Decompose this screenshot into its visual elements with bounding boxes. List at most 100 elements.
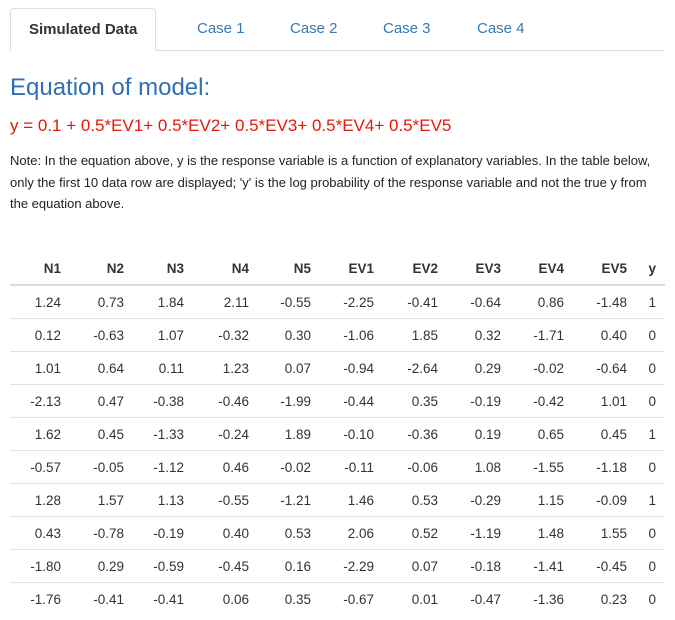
table-cell: -1.19 (447, 516, 510, 550)
table-cell: -2.13 (10, 384, 70, 418)
table-cell: -0.09 (573, 483, 636, 517)
table-cell: -1.71 (510, 318, 573, 352)
table-cell: -1.18 (573, 450, 636, 484)
column-header: N2 (70, 252, 133, 286)
table-cell: -0.36 (383, 417, 447, 451)
table-row: 0.12 -0.63 1.07 -0.32 0.30 -1.06 1.85 0.32 -1.71… (10, 318, 665, 352)
table-cell: -0.02 (510, 351, 573, 385)
table-cell: 0.52 (383, 516, 447, 550)
table-cell: 1.13 (133, 483, 193, 517)
table-cell: 0.06 (193, 582, 258, 615)
table-cell: -1.21 (258, 483, 320, 517)
table-cell: 0.29 (447, 351, 510, 385)
table-row: -0.57 -0.05 -1.12 0.46 -0.02 -0.11 -0.06 1.08 -1… (10, 450, 665, 484)
column-header: N5 (258, 252, 320, 286)
table-cell: 0.46 (193, 450, 258, 484)
table-cell: 1.28 (10, 483, 70, 517)
table-cell: 0.53 (258, 516, 320, 550)
table-cell: -1.33 (133, 417, 193, 451)
table-cell: -0.45 (573, 549, 636, 583)
table-cell: 0.35 (383, 384, 447, 418)
table-cell: 0.73 (70, 284, 133, 319)
table-cell: -1.76 (10, 582, 70, 615)
table-row: 1.01 0.64 0.11 1.23 0.07 -0.94 -2.64 0.29 -0.02-… (10, 351, 665, 385)
table-cell: -0.67 (320, 582, 383, 615)
tab[interactable]: Simulated Data (10, 8, 157, 51)
table-cell: 1.55 (573, 516, 636, 550)
table-cell: -0.11 (320, 450, 383, 484)
table-cell: -0.41 (133, 582, 193, 615)
table-cell: -0.59 (133, 549, 193, 583)
table-cell: 0.47 (70, 384, 133, 418)
table-cell: -1.36 (510, 582, 573, 615)
table-cell: 0 (636, 318, 665, 352)
table-row: -2.13 0.47 -0.38 -0.46 -1.99 -0.44 0.35 -0.19 -0… (10, 384, 665, 418)
table-cell: -0.24 (193, 417, 258, 451)
table-cell: -1.06 (320, 318, 383, 352)
table-cell: 0.45 (70, 417, 133, 451)
table-cell: -0.94 (320, 351, 383, 385)
table-cell: 0.19 (447, 417, 510, 451)
column-header: EV1 (320, 252, 383, 286)
tab[interactable]: Case 1 (197, 20, 245, 37)
table-cell: -2.64 (383, 351, 447, 385)
table-cell: 1.46 (320, 483, 383, 517)
table-cell: 1.08 (447, 450, 510, 484)
table-cell: 0.43 (10, 516, 70, 550)
table-cell: -0.38 (133, 384, 193, 418)
column-header: N1 (10, 252, 70, 286)
table-cell: -0.19 (133, 516, 193, 550)
table-cell: 0.53 (383, 483, 447, 517)
equation: y = 0.1 + 0.5*EV1+ 0.5*EV2+ 0.5*EV3+ 0.5… (10, 116, 452, 135)
table-cell: -0.06 (383, 450, 447, 484)
table-cell: 0.29 (70, 549, 133, 583)
tab-bar: Simulated Data Case 1 Case 2 Case 3 Case 4 (10, 8, 665, 51)
table-row: 0.43 -0.78 -0.19 0.40 0.53 2.06 0.52 -1.19 1.48 1… (10, 516, 665, 550)
table-row: -1.80 0.29 -0.59 -0.45 0.16 -2.29 0.07 -0.18 -1.… (10, 549, 665, 583)
table-cell: -1.12 (133, 450, 193, 484)
table-cell: -1.48 (573, 284, 636, 319)
table-row: -1.76 -0.41 -0.41 0.06 0.35 -0.67 0.01 -0.47 -1.… (10, 582, 665, 615)
table-cell: -0.55 (193, 483, 258, 517)
table-cell: -0.57 (10, 450, 70, 484)
heading: Equation of model: (10, 74, 211, 101)
table-cell: -0.78 (70, 516, 133, 550)
table-cell: 1 (636, 284, 665, 319)
table-cell: -0.45 (193, 549, 258, 583)
table-cell: -2.29 (320, 549, 383, 583)
table-cell: -0.64 (447, 284, 510, 319)
table-cell: -2.25 (320, 284, 383, 319)
table-cell: 1 (636, 483, 665, 517)
table-cell: 1.07 (133, 318, 193, 352)
table-cell: -1.99 (258, 384, 320, 418)
table-cell: 0.40 (193, 516, 258, 550)
table-cell: 0 (636, 582, 665, 615)
table-row: 1.24 0.73 1.84 2.11 -0.55 -2.25 -0.41 -0.64 0.86… (10, 284, 665, 319)
table-cell: 0.86 (510, 284, 573, 319)
table-cell: 0.11 (133, 351, 193, 385)
table-cell: 0.07 (258, 351, 320, 385)
table-cell: 1.23 (193, 351, 258, 385)
table-cell: 1.15 (510, 483, 573, 517)
table-cell: 0.65 (510, 417, 573, 451)
tab[interactable]: Case 4 (477, 20, 525, 37)
tab[interactable]: Case 3 (383, 20, 431, 37)
tab[interactable]: Case 2 (290, 20, 338, 37)
table-row: 1.28 1.57 1.13 -0.55 -1.21 1.46 0.53 -0.29 1.15-… (10, 483, 665, 517)
table-cell: 0 (636, 549, 665, 583)
table-cell: 0.12 (10, 318, 70, 352)
column-header: N3 (133, 252, 193, 286)
table-cell: -0.64 (573, 351, 636, 385)
table-cell: -0.05 (70, 450, 133, 484)
table-cell: -1.55 (510, 450, 573, 484)
table-cell: -0.02 (258, 450, 320, 484)
table-cell: 1.62 (10, 417, 70, 451)
table-cell: 0.16 (258, 549, 320, 583)
table-cell: 1 (636, 417, 665, 451)
table-cell: -0.42 (510, 384, 573, 418)
table-cell: -1.80 (10, 549, 70, 583)
table-cell: 0.35 (258, 582, 320, 615)
column-header: N4 (193, 252, 258, 286)
table-cell: 0 (636, 516, 665, 550)
table-cell: 0.40 (573, 318, 636, 352)
